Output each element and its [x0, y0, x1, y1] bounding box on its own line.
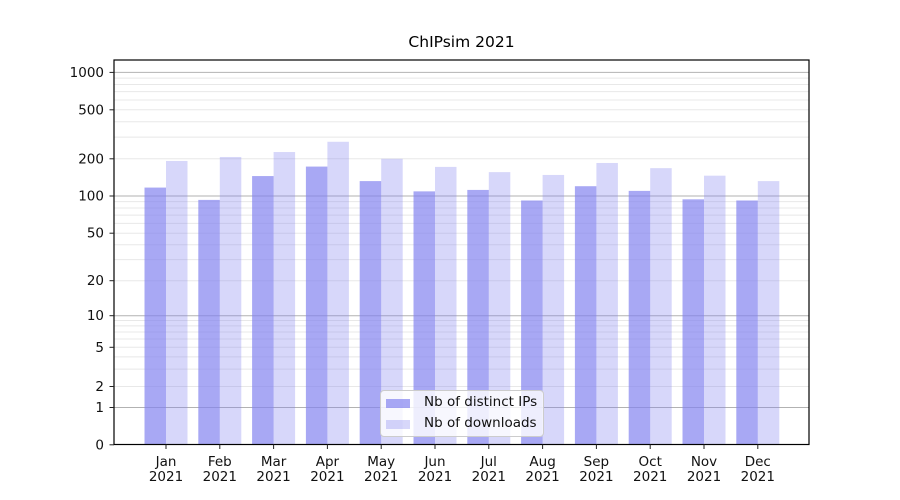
x-tick-label-year: 2021 [633, 469, 667, 485]
x-tick-label-month: Jul [480, 454, 497, 470]
axis-frame [113, 59, 810, 446]
x-tick-label-month: Apr [316, 454, 340, 470]
bar-feb-distinct-ips [198, 199, 220, 445]
bar-nov-downloads [704, 175, 726, 445]
x-tick-label-year: 2021 [579, 469, 613, 485]
bar-jul-downloads [488, 172, 511, 445]
y-tick-label: 100 [78, 189, 104, 205]
y-tick-label: 5 [95, 340, 104, 356]
x-tick-label-month: Jan [155, 454, 177, 470]
legend-item-distinct-ips: Nb of distinct IPs [386, 393, 543, 414]
x-tick-label-month: Jun [423, 454, 445, 470]
bar-dec-distinct-ips [736, 200, 758, 445]
y-tick-label: 200 [78, 151, 104, 167]
x-tick-label-year: 2021 [364, 469, 398, 485]
bar-oct-downloads [650, 168, 672, 445]
x-tick-label-month: Sep [584, 454, 609, 470]
bar-sep-distinct-ips [574, 186, 597, 445]
bar-mar-distinct-ips [252, 176, 274, 445]
x-tick-label-month: Aug [529, 454, 555, 470]
bar-sep-downloads [596, 162, 618, 445]
x-tick-label-month: Dec [745, 454, 771, 470]
bar-jun-downloads [435, 166, 457, 445]
bar-may-distinct-ips [359, 181, 382, 445]
y-tick-label: 500 [78, 102, 104, 118]
chart-title: ChIPsim 2021 [408, 33, 515, 51]
bar-jun-distinct-ips [413, 191, 435, 445]
x-tick-label-year: 2021 [256, 469, 290, 485]
x-tick-label-month: Oct [639, 454, 662, 470]
bar-may-downloads [381, 158, 403, 445]
y-tick-label: 2 [95, 379, 104, 395]
x-tick-label-year: 2021 [418, 469, 452, 485]
bar-nov-distinct-ips [682, 199, 704, 445]
bar-mar-downloads [273, 152, 296, 445]
y-tick-label: 50 [87, 226, 104, 242]
bar-aug-downloads [542, 174, 565, 445]
x-tick-label-month: Mar [261, 454, 287, 470]
x-tick-label-month: Nov [691, 454, 717, 470]
bar-dec-downloads [757, 181, 780, 445]
bar-oct-distinct-ips [628, 190, 651, 445]
x-tick-label-month: Feb [208, 454, 232, 470]
bar-jan-downloads [166, 160, 188, 445]
x-tick-label-year: 2021 [741, 469, 775, 485]
x-tick-label-year: 2021 [687, 469, 721, 485]
bar-jul-distinct-ips [467, 189, 489, 445]
x-tick-label-year: 2021 [203, 469, 237, 485]
x-tick-label-year: 2021 [310, 469, 344, 485]
bar-aug-distinct-ips [521, 200, 543, 445]
legend-swatch-distinct-ips [386, 398, 410, 408]
x-tick-label-year: 2021 [525, 469, 559, 485]
bar-apr-downloads [327, 141, 349, 445]
y-tick-label: 10 [87, 308, 104, 324]
y-tick-label: 1 [95, 400, 104, 416]
y-tick-label: 20 [87, 273, 104, 289]
legend-item-downloads: Nb of downloads [386, 414, 543, 435]
y-tick-label: 0 [95, 437, 104, 453]
legend: Nb of distinct IPs Nb of downloads [380, 390, 544, 437]
bar-jan-distinct-ips [144, 187, 166, 445]
x-tick-label-month: May [367, 454, 395, 470]
y-tick-label: 1000 [70, 65, 104, 81]
bar-apr-distinct-ips [305, 166, 328, 445]
x-tick-label-year: 2021 [472, 469, 506, 485]
legend-label-distinct-ips: Nb of distinct IPs [424, 394, 538, 411]
x-tick-label-year: 2021 [149, 469, 183, 485]
legend-swatch-downloads [386, 419, 410, 429]
bar-feb-downloads [219, 156, 242, 445]
legend-label-downloads: Nb of downloads [424, 415, 537, 432]
